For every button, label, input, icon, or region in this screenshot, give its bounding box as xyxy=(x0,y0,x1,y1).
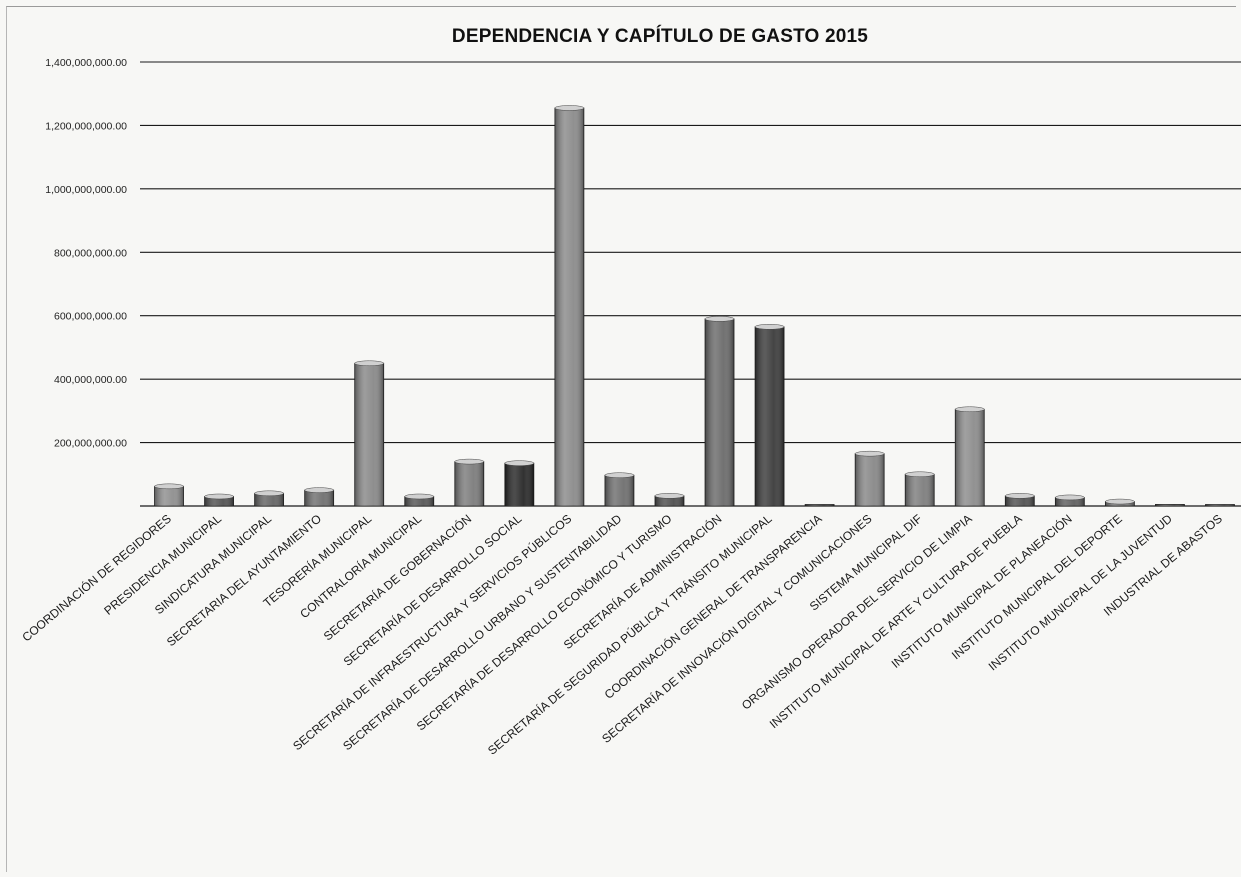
bar-shading xyxy=(554,107,584,506)
bar-shading xyxy=(604,475,634,506)
bar-shading xyxy=(204,496,234,506)
bar-group xyxy=(254,490,285,507)
bar-top xyxy=(754,324,785,330)
bar-group xyxy=(954,406,985,507)
bar-top xyxy=(254,490,284,497)
x-tick-label: INSTITUTO MUNICIPAL DE PLANEACIÓN xyxy=(888,511,1075,671)
bar-top xyxy=(404,493,434,500)
bar-top xyxy=(204,493,234,500)
bar-group xyxy=(654,493,685,507)
bar-shading xyxy=(454,461,484,506)
bar-shading xyxy=(805,504,835,506)
chart-title: DEPENDENCIA Y CAPÍTULO DE GASTO 2015 xyxy=(451,26,869,47)
bar-shading xyxy=(254,493,284,506)
bar-shading xyxy=(955,409,985,506)
bar-shading xyxy=(1205,504,1235,506)
bar-group xyxy=(1205,504,1235,507)
bar-shading xyxy=(705,318,735,506)
bar-top xyxy=(1105,498,1135,505)
y-tick-label: 400,000,000.00 xyxy=(54,374,127,386)
x-tick-label: ORGANISMO OPERADOR DEL SERVICIO DE LIMPI… xyxy=(739,512,975,713)
bar-top xyxy=(854,450,885,457)
bar-group xyxy=(754,324,785,507)
bar-shading xyxy=(1155,504,1185,506)
bar-shading xyxy=(755,326,785,506)
x-tick-label: INSTITUTO MUNICIPAL DE LA JUVENTUD xyxy=(986,511,1175,673)
bar-shading xyxy=(905,474,935,506)
y-axis-tick-labels: 1,400,000,000.00 1,200,000,000.00 1,000,00… xyxy=(45,57,127,450)
x-tick-label: SECRETARÍA DE DESARROLLO SOCIAL xyxy=(340,511,524,669)
bar-group xyxy=(404,493,435,507)
y-tick-label: 800,000,000.00 xyxy=(54,247,127,259)
bar-top xyxy=(454,458,485,465)
bar-group xyxy=(804,504,835,507)
y-tick-label: 600,000,000.00 xyxy=(54,311,127,323)
bar-group xyxy=(354,360,385,507)
bar-group xyxy=(854,450,885,507)
bar-group xyxy=(1054,494,1085,507)
bar-group xyxy=(554,105,585,507)
bar-shading xyxy=(654,495,684,506)
y-tick-label: 1,200,000,000.00 xyxy=(45,120,127,132)
bar-top xyxy=(504,460,535,466)
bar-top xyxy=(604,472,635,478)
bar-top xyxy=(304,487,334,493)
bar-shading xyxy=(1055,497,1085,506)
bar-shading xyxy=(354,363,384,506)
bar-top xyxy=(1055,494,1085,501)
bar-group xyxy=(154,483,184,507)
bar-shading xyxy=(504,463,534,506)
bar-top xyxy=(704,316,735,322)
bar-group xyxy=(304,487,335,507)
y-tick-label: 200,000,000.00 xyxy=(54,438,127,450)
bar-group xyxy=(604,472,635,507)
bar-top xyxy=(1005,493,1035,499)
bar-group xyxy=(504,460,535,507)
bar-top xyxy=(904,471,935,478)
bar-shading xyxy=(855,453,885,506)
bars xyxy=(154,105,1235,507)
bar-group xyxy=(1004,493,1035,507)
bar-top xyxy=(955,406,985,413)
bar-shading xyxy=(304,490,334,506)
bar-shading xyxy=(154,486,184,506)
bar-top xyxy=(154,483,184,490)
bar-group xyxy=(1104,498,1135,507)
y-tick-label: 1,000,000,000.00 xyxy=(45,184,127,196)
bar-top xyxy=(354,360,384,367)
bar-group xyxy=(1155,504,1185,507)
gridlines xyxy=(140,61,1241,507)
bar-group xyxy=(204,493,234,507)
bar-top xyxy=(554,105,585,111)
bar-shading xyxy=(1005,495,1035,506)
y-tick-label: 1,400,000,000.00 xyxy=(45,57,127,69)
bar-top xyxy=(654,493,685,499)
bar-group xyxy=(454,458,485,507)
bar-group xyxy=(704,316,735,507)
bar-group xyxy=(904,471,935,507)
bar-shading xyxy=(404,496,434,506)
